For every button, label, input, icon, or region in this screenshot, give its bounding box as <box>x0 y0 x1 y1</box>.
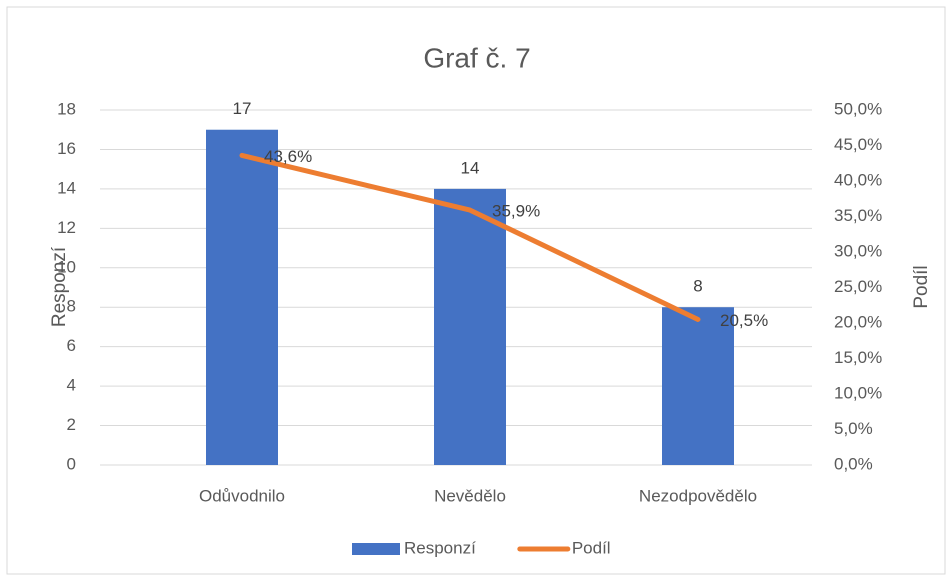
y-tick-label: 10 <box>57 257 76 276</box>
line-value-label: 43,6% <box>264 147 312 166</box>
legend-swatch <box>352 543 400 555</box>
y2-tick-label: 20,0% <box>834 312 882 331</box>
y2-tick-label: 5,0% <box>834 419 873 438</box>
legend-label: Responzí <box>404 538 476 557</box>
y-tick-label: 12 <box>57 218 76 237</box>
y-tick-label: 0 <box>67 454 76 473</box>
y2-tick-label: 30,0% <box>834 241 882 260</box>
y-tick-label: 4 <box>67 376 76 395</box>
x-tick-label: Odůvodnilo <box>199 486 285 505</box>
legend-label: Podíl <box>572 538 611 557</box>
line-value-label: 35,9% <box>492 202 540 221</box>
y2-axis-title: Podíl <box>911 265 932 308</box>
y2-tick-label: 35,0% <box>834 206 882 225</box>
y-tick-label: 2 <box>67 415 76 434</box>
bar <box>206 129 278 465</box>
line-value-label: 20,5% <box>720 311 768 330</box>
y-tick-label: 14 <box>57 178 76 197</box>
bar-value-label: 8 <box>693 277 702 296</box>
y-tick-label: 18 <box>57 99 76 118</box>
y2-tick-label: 45,0% <box>834 135 882 154</box>
y2-tick-label: 15,0% <box>834 348 882 367</box>
chart-title: Graf č. 7 <box>423 42 530 73</box>
y2-tick-label: 25,0% <box>834 277 882 296</box>
y2-tick-label: 10,0% <box>834 383 882 402</box>
bar <box>434 188 506 465</box>
x-tick-label: Nezodpovědělo <box>639 486 757 505</box>
line <box>239 152 701 322</box>
bar-value-label: 14 <box>461 158 480 177</box>
y2-tick-label: 50,0% <box>834 99 882 118</box>
y-tick-label: 8 <box>67 297 76 316</box>
bar-value-label: 17 <box>233 99 252 118</box>
y-tick-label: 16 <box>57 139 76 158</box>
x-tick-label: Nevědělo <box>434 486 506 505</box>
y2-tick-label: 0,0% <box>834 454 873 473</box>
y2-tick-label: 40,0% <box>834 170 882 189</box>
y-axis-title: Responzí <box>49 246 70 327</box>
y-tick-label: 6 <box>67 336 76 355</box>
bar <box>662 307 734 465</box>
